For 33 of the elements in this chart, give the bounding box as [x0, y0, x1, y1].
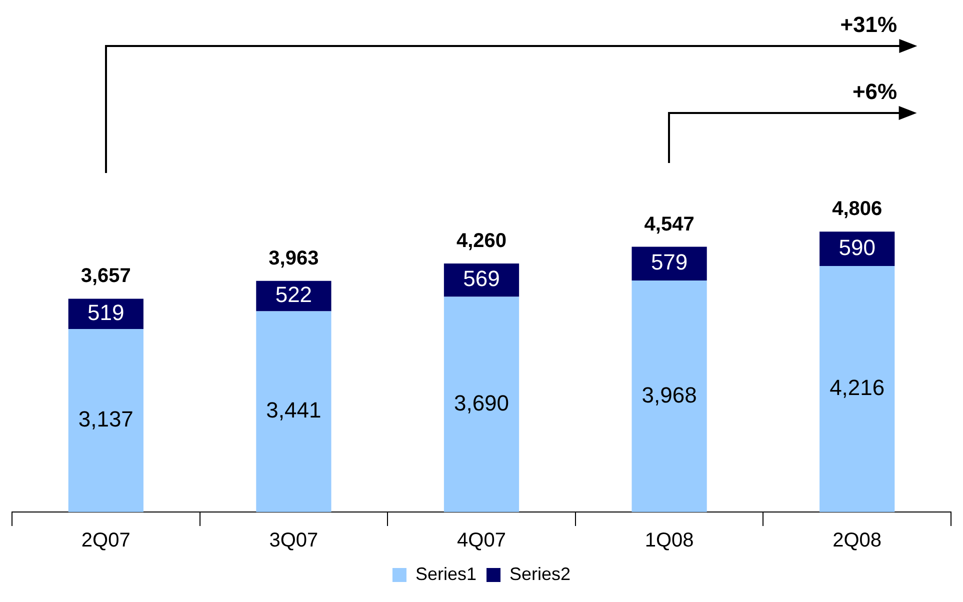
data-label: 579 — [650, 250, 688, 275]
bar — [444, 296, 520, 512]
data-label: 4,216 — [830, 375, 885, 400]
bar — [632, 280, 707, 512]
text: +31% — [839, 12, 898, 38]
total-label: 3,657 — [80, 265, 131, 288]
text: +6% — [851, 79, 898, 105]
data-label: 590 — [838, 234, 876, 260]
data-label: 3,968 — [642, 382, 697, 408]
bar — [256, 311, 332, 512]
data-label: 569 — [463, 266, 500, 292]
bar — [820, 232, 895, 266]
x-tick-label: 4Q07 — [457, 530, 506, 552]
legend-label: Series1 — [415, 564, 476, 584]
bar — [256, 280, 332, 312]
x-tick-label: 2Q07 — [81, 530, 130, 552]
bar — [820, 266, 895, 512]
x-tick-label: 3Q07 — [269, 530, 318, 552]
total-label: 4,547 — [644, 213, 694, 236]
total-label: 4,806 — [832, 198, 882, 220]
data-label: 519 — [88, 300, 124, 325]
bar — [68, 298, 144, 330]
data-label: 3,690 — [454, 390, 510, 416]
total-label: 3,963 — [268, 247, 319, 270]
x-tick-label: 2Q08 — [832, 530, 882, 552]
bar — [632, 246, 707, 281]
bar — [68, 329, 144, 512]
x-tick-label: 1Q08 — [644, 530, 694, 552]
legend-label: Series2 — [510, 564, 571, 584]
data-label: 3,137 — [78, 406, 134, 432]
total-label: 4,260 — [456, 230, 507, 252]
data-label: 522 — [275, 282, 312, 308]
data-label: 3,441 — [266, 398, 322, 423]
